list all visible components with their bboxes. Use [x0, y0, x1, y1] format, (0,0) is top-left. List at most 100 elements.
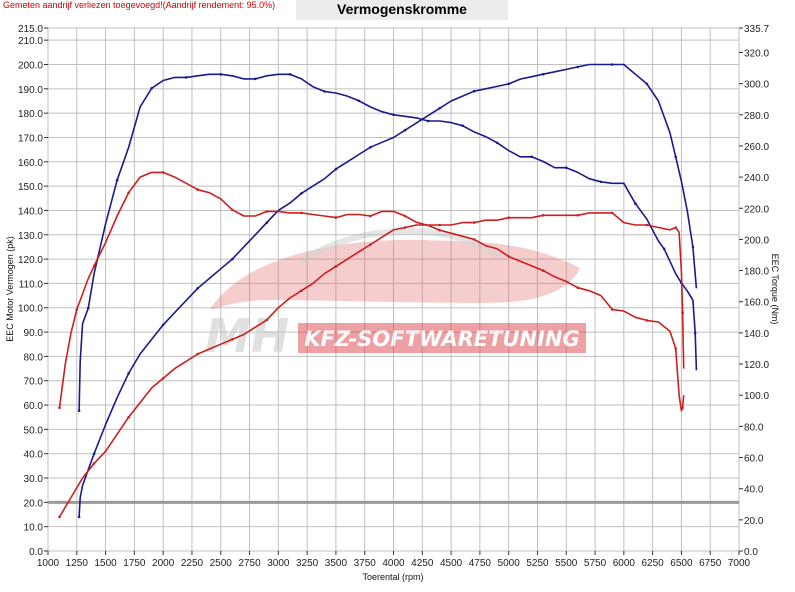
data-point-red_torque [541, 269, 545, 272]
watermark-car-roof [298, 227, 502, 265]
x-tick-label: 5500 [555, 558, 578, 569]
x-tick-label: 6750 [699, 558, 722, 569]
data-point-red_power [681, 311, 684, 314]
data-point-blue_torque [530, 155, 533, 159]
data-point-red_power [611, 211, 614, 215]
left-axis-title: EEC Motor Vermogen (pk) [5, 236, 15, 342]
data-point-red_torque [674, 347, 677, 350]
data-point-red_torque [300, 211, 303, 215]
title-background [296, 0, 508, 20]
chart-title: Vermogenskromme [337, 1, 467, 17]
x-tick-label: 6250 [642, 558, 665, 569]
data-point-red_torque [231, 208, 234, 212]
x-tick-label: 3500 [325, 558, 348, 569]
data-point-red_power [576, 214, 580, 217]
data-point-blue_torque [392, 113, 395, 117]
right-tick-label: 20.0 [744, 516, 764, 527]
data-point-blue_power [127, 372, 130, 375]
data-point-blue_power [438, 107, 441, 110]
left-axis-ticks: 0.0 10.0 20.0 30.0 40.0 50.0 60.0 70.0 80.0 90.0 1… [18, 24, 48, 558]
data-point-blue_torque [693, 331, 697, 335]
watermark-text: KFZ-SOFTWARETUNING [304, 327, 579, 351]
data-point-blue_torque [565, 166, 568, 169]
data-point-blue_torque [426, 119, 430, 123]
data-point-red_power [507, 216, 511, 219]
data-point-red_torque [576, 286, 580, 290]
left-tick-label: 70.0 [24, 377, 44, 388]
data-point-red_torque [438, 228, 441, 232]
data-point-red_torque [127, 191, 130, 194]
watermark: MH KFZ-SOFTWARETUNING [205, 227, 586, 363]
left-tick-label: 60.0 [24, 401, 44, 412]
right-tick-label: 280.0 [744, 111, 769, 122]
data-point-red_torque [58, 406, 61, 410]
x-tick-label: 1500 [94, 558, 117, 569]
series-line-blue_torque [78, 73, 698, 411]
right-tick-label: 140.0 [744, 329, 769, 340]
data-point-red_torque [369, 214, 372, 218]
x-tick-label: 5250 [526, 558, 549, 569]
left-tick-label: 200.0 [18, 60, 43, 71]
left-tick-label: 90.0 [24, 328, 44, 339]
data-point-red_power [300, 289, 303, 293]
data-point-blue_torque [115, 178, 119, 182]
left-tick-label: 10.0 [24, 523, 44, 534]
right-tick-label: 100.0 [744, 391, 769, 402]
watermark-banner [298, 323, 586, 353]
left-tick-label: 170.0 [18, 133, 43, 144]
left-tick-label: 215.0 [18, 24, 43, 35]
data-point-blue_torque [254, 77, 257, 81]
right-axis-title: EEC Torque (Nm) [770, 254, 780, 325]
data-point-red_torque [403, 214, 407, 218]
drivetrain-loss-note: Gemeten aandrijf verliezen toegevoegd!(A… [3, 0, 276, 10]
left-tick-label: 130.0 [18, 231, 43, 242]
left-tick-label: 110.0 [19, 279, 44, 290]
left-tick-label: 0.0 [29, 547, 43, 558]
data-point-blue_torque [662, 247, 666, 251]
data-point-red_torque [507, 255, 511, 258]
right-tick-label: 260.0 [744, 142, 769, 153]
watermark-car-shape [210, 239, 580, 310]
x-tick-label: 3000 [267, 558, 290, 569]
right-tick-label: 220.0 [744, 204, 769, 215]
right-tick-label: 80.0 [744, 422, 764, 433]
data-point-blue_power [403, 128, 407, 132]
left-tick-label: 40.0 [24, 450, 44, 461]
data-point-blue_torque [323, 90, 326, 93]
series-line-blue_power [78, 63, 698, 517]
data-point-red_torque [334, 216, 338, 219]
x-tick-label: 3750 [354, 558, 377, 569]
x-tick-label: 3250 [296, 558, 319, 569]
x-tick-label: 4750 [469, 558, 492, 569]
x-tick-label: 5750 [584, 558, 607, 569]
data-point-blue_torque [357, 99, 361, 103]
right-tick-label: 200.0 [744, 235, 769, 246]
right-tick-label: 0.0 [744, 547, 758, 558]
data-point-blue_power [369, 145, 372, 149]
x-tick-label: 2750 [238, 558, 261, 569]
data-point-blue_power [691, 245, 695, 249]
data-point-red_power [403, 226, 407, 229]
right-tick-label: 320.0 [744, 48, 769, 59]
right-tick-label: 120.0 [744, 360, 769, 371]
data-point-red_power [231, 338, 234, 341]
data-point-blue_power [231, 257, 234, 261]
data-point-red_torque [472, 238, 476, 241]
data-point-blue_torque [87, 306, 90, 310]
x-tick-label: 1750 [123, 558, 146, 569]
data-point-blue_torque [150, 87, 153, 90]
x-tick-label: 4250 [411, 558, 434, 569]
x-tick-label: 1250 [66, 558, 89, 569]
x-tick-label: 6000 [613, 558, 636, 569]
data-point-red_torque [265, 210, 269, 213]
left-tick-label: 30.0 [24, 474, 44, 485]
data-series [58, 63, 698, 519]
data-point-red_torque [161, 171, 165, 174]
left-tick-label: 20.0 [24, 498, 44, 509]
data-point-red_power [127, 415, 130, 419]
left-tick-label: 120.0 [18, 255, 43, 266]
data-point-red_power [674, 226, 677, 229]
left-tick-label: 180.0 [18, 109, 43, 120]
data-point-blue_power [611, 63, 614, 66]
data-point-red_power [369, 243, 372, 246]
